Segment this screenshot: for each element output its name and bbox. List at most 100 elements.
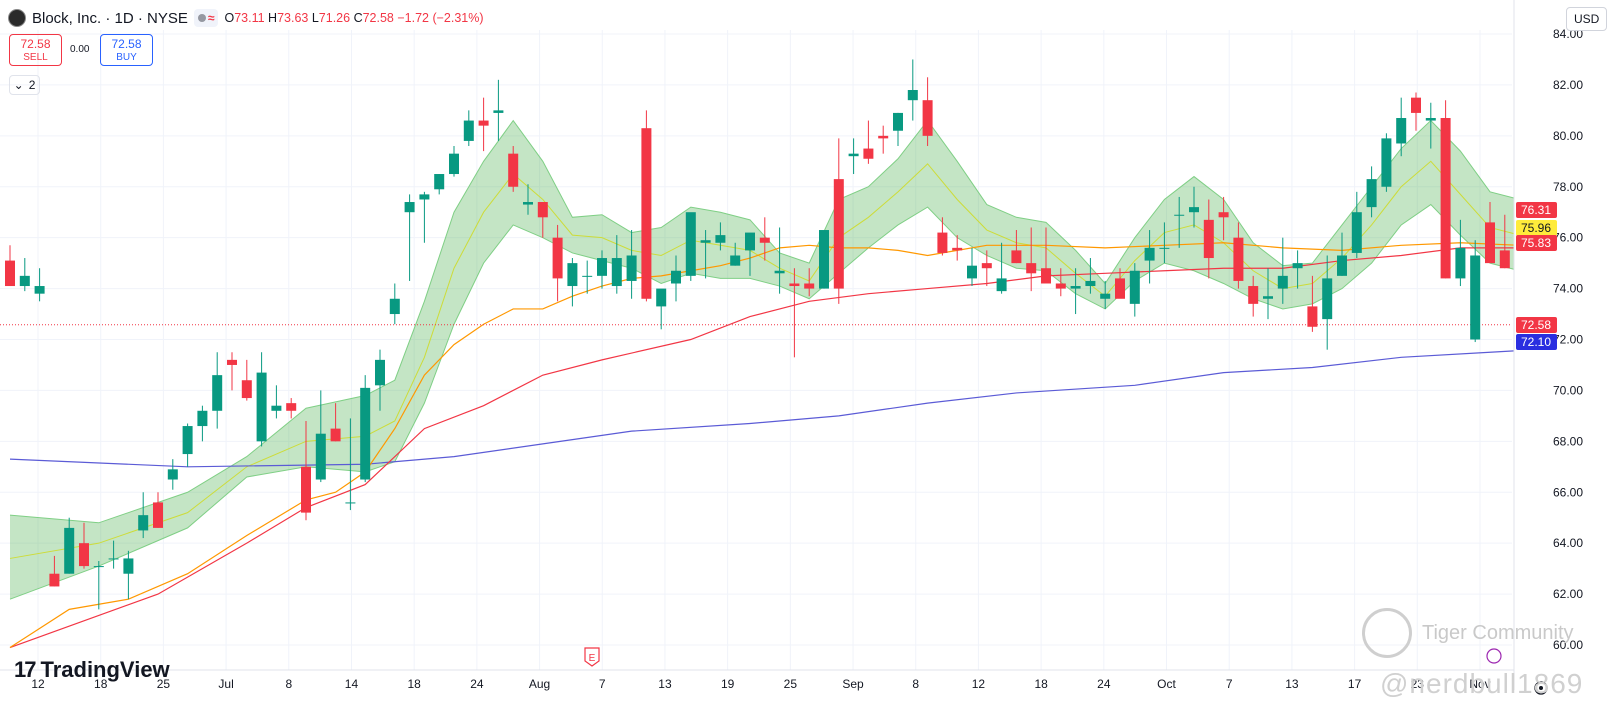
candle-body bbox=[1337, 255, 1347, 276]
candle-body bbox=[1055, 283, 1066, 289]
candle-body bbox=[967, 265, 977, 279]
candle-body bbox=[345, 502, 356, 504]
candle-body bbox=[1085, 280, 1096, 287]
tradingview-wordmark: TradingView bbox=[40, 657, 170, 682]
candle-body bbox=[937, 232, 948, 253]
author-handle: @nerdbull1869 bbox=[1380, 668, 1584, 699]
candle-body bbox=[1425, 118, 1436, 121]
candle-body bbox=[227, 359, 237, 365]
candle-body bbox=[1440, 118, 1451, 279]
candle-body bbox=[1203, 219, 1214, 259]
candle-body bbox=[1396, 118, 1407, 144]
x-tick-label: 18 bbox=[407, 677, 421, 691]
change-value: −1.72 (−2.31%) bbox=[397, 11, 484, 25]
candle-body bbox=[1115, 278, 1125, 299]
symbol-title[interactable]: Block, Inc. · 1D · NYSE bbox=[32, 9, 188, 27]
candle-body bbox=[330, 428, 341, 442]
symbol-logo-icon bbox=[8, 9, 26, 27]
candle-body bbox=[1351, 212, 1362, 253]
x-tick-label: 19 bbox=[721, 677, 735, 691]
price-label-tag bbox=[1516, 317, 1557, 333]
market-status-chip[interactable]: ≈ bbox=[193, 9, 219, 27]
candle-body bbox=[789, 283, 800, 287]
candle-body bbox=[523, 202, 533, 205]
x-tick-label: 8 bbox=[285, 677, 292, 691]
candle-body bbox=[79, 543, 89, 567]
candle-body bbox=[1026, 263, 1037, 274]
candle-body bbox=[34, 286, 45, 294]
tradingview-logo[interactable]: 17 TradingView bbox=[14, 657, 170, 683]
candle-body bbox=[700, 240, 711, 243]
candle-body bbox=[671, 270, 681, 284]
candle-body bbox=[1144, 247, 1155, 261]
candle-body bbox=[537, 202, 548, 218]
candle-body bbox=[1411, 97, 1421, 113]
candle-body bbox=[1233, 237, 1244, 281]
x-tick-label: 18 bbox=[94, 677, 108, 691]
spread-value: 0.00 bbox=[70, 44, 90, 55]
candle-body bbox=[893, 112, 903, 131]
dividend-marker-icon[interactable] bbox=[1486, 648, 1502, 664]
price-label-text: 72.10 bbox=[1521, 335, 1551, 349]
candle-body bbox=[212, 375, 223, 411]
candle-body bbox=[597, 258, 607, 276]
currency-button[interactable]: USD bbox=[1566, 7, 1608, 31]
sma-orange-line bbox=[9, 241, 1618, 649]
candle-body bbox=[138, 515, 149, 531]
candle-body bbox=[1248, 286, 1259, 304]
open-value: 73.11 bbox=[234, 11, 265, 25]
y-tick-label: 64.00 bbox=[1553, 536, 1583, 550]
candle-body bbox=[167, 469, 178, 480]
candle-body bbox=[582, 275, 593, 277]
candle-body bbox=[1470, 255, 1481, 340]
candle-body bbox=[434, 174, 445, 190]
candle-body bbox=[730, 255, 741, 266]
candle-body bbox=[552, 237, 563, 279]
candle-body bbox=[641, 128, 652, 299]
candle-body bbox=[878, 135, 889, 139]
y-tick-label: 66.00 bbox=[1553, 485, 1583, 499]
buy-button[interactable]: 72.58 BUY bbox=[100, 34, 153, 66]
candle-body bbox=[1499, 250, 1510, 269]
candle-body bbox=[1159, 247, 1170, 249]
candle-body bbox=[153, 502, 163, 528]
earnings-marker-icon[interactable] bbox=[584, 647, 600, 667]
approx-icon: ≈ bbox=[207, 11, 215, 25]
candle-body bbox=[759, 237, 770, 243]
sell-button[interactable]: 72.58 SELL bbox=[9, 34, 62, 66]
x-tick-label: 7 bbox=[1226, 677, 1233, 691]
sma-blue-line bbox=[9, 343, 1618, 468]
sell-price: 72.58 bbox=[20, 37, 51, 51]
candle-body bbox=[64, 527, 75, 574]
tradingview-mark-icon: 17 bbox=[14, 657, 37, 682]
candle-body bbox=[863, 148, 874, 159]
y-tick-label: 74.00 bbox=[1553, 282, 1583, 296]
candle-body bbox=[745, 232, 755, 251]
candle-body bbox=[404, 202, 415, 213]
candle-body bbox=[1174, 214, 1185, 216]
legend-header: Block, Inc. · 1D · NYSE ≈ O73.11 H73.63 … bbox=[8, 7, 484, 29]
buy-price: 72.58 bbox=[111, 37, 142, 51]
x-tick-label: 14 bbox=[345, 677, 359, 691]
price-axis-bg bbox=[1514, 0, 1618, 723]
candle-body bbox=[286, 403, 297, 411]
tiger-watermark-text: Tiger Community bbox=[1422, 621, 1574, 644]
candle-body bbox=[833, 179, 844, 289]
x-tick-label: Oct bbox=[1157, 677, 1176, 691]
x-tick-label: 23 bbox=[1411, 677, 1425, 691]
candle-body bbox=[375, 359, 385, 386]
price-label-tag bbox=[1516, 334, 1557, 350]
candle-body bbox=[271, 405, 282, 411]
x-tick-label: 17 bbox=[1348, 677, 1362, 691]
close-value: 72.58 bbox=[362, 11, 394, 25]
candle-body bbox=[1366, 179, 1377, 208]
band-upper-line bbox=[9, 119, 1618, 524]
y-tick-label: 68.00 bbox=[1553, 434, 1583, 448]
candle-body bbox=[1292, 263, 1303, 269]
settings-gear-icon[interactable] bbox=[1534, 681, 1548, 695]
buy-label: BUY bbox=[116, 52, 137, 63]
indicators-toggle-button[interactable]: ⌄ 2 bbox=[9, 75, 40, 95]
y-tick-label: 60.00 bbox=[1553, 638, 1583, 652]
candle-body bbox=[241, 380, 252, 399]
